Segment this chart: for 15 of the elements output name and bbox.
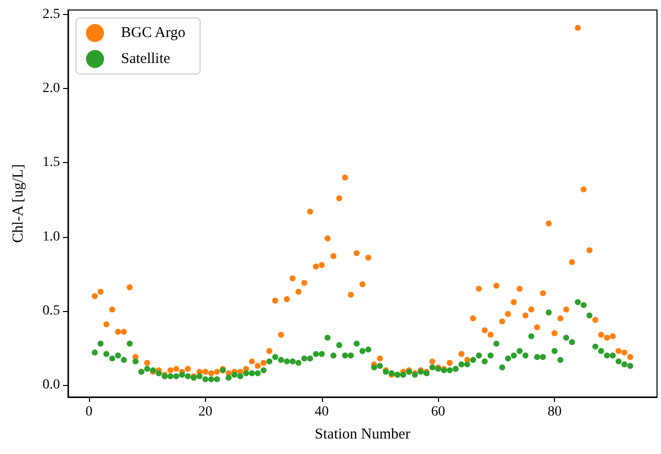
x-tick-label: 0	[85, 404, 92, 420]
y-axis-title: Chl-A [ug/L]	[10, 164, 26, 243]
x-tick-label: 60	[431, 404, 446, 420]
x-tick-label: 40	[314, 404, 329, 420]
legend-label: BGC Argo	[121, 25, 186, 41]
legend-label: Satellite	[121, 51, 170, 67]
x-axis-title: Station Number	[314, 426, 410, 442]
y-tick-label: 2.0	[42, 81, 60, 96]
x-tick-label: 20	[198, 404, 212, 420]
y-tick-label: 0.5	[42, 304, 60, 318]
y-tick-label: 2.5	[42, 6, 60, 22]
y-tick-label: 0.0	[42, 378, 60, 393]
y-tick-label: 1.5	[42, 155, 60, 170]
y-tick-label: 1.0	[42, 229, 60, 244]
x-tick-label: 80	[548, 404, 562, 420]
